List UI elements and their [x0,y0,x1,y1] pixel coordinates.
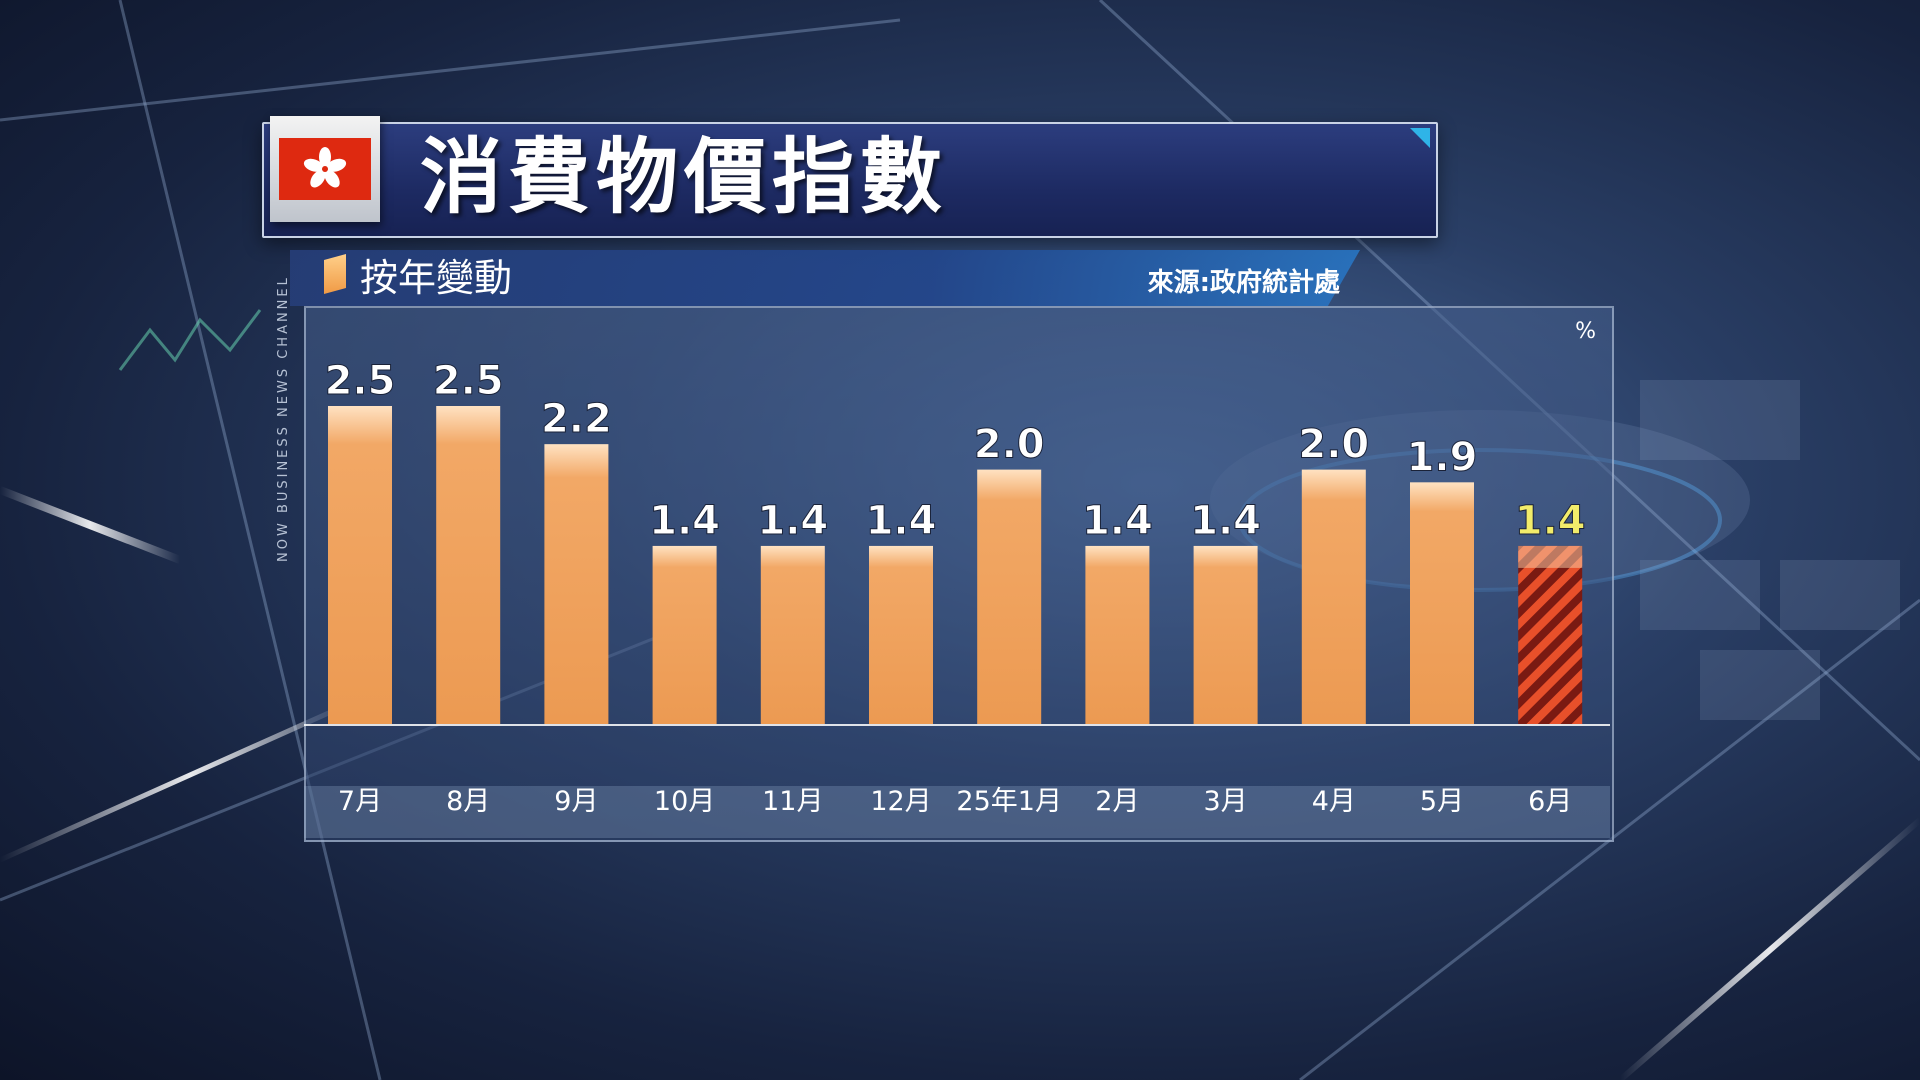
bar [1410,482,1474,724]
bar [328,406,392,724]
hong-kong-flag-icon [279,138,371,200]
category-label: 9月 [554,786,598,817]
corner-accent [1410,128,1430,148]
bar-chart: % 2.5 7月 2.5 8月 2.2 9月 1.4 10月 1.4 11月 1.4 12月 2.0 25… [304,319,1610,817]
category-label: 11月 [762,786,823,817]
bar-highlight [1518,545,1583,724]
bar [1301,469,1366,724]
category-label: 3月 [1204,786,1248,817]
data-label: 1.9 [1407,434,1478,480]
category-label: 5月 [1420,786,1464,817]
channel-watermark: NOW BUSINESS NEWS CHANNEL [276,275,291,562]
bar [869,545,933,724]
bar-highlight-sheen [1518,545,1583,568]
category-label: 12月 [870,786,931,817]
flag-frame [270,116,380,222]
source-note: 來源:政府統計處 [1147,268,1340,298]
data-label: 1.4 [1190,498,1261,544]
data-label: 1.4 [649,498,720,544]
category-label: 4月 [1312,786,1356,817]
category-label: 7月 [338,786,382,817]
category-label: 6月 [1528,786,1572,817]
bar [760,545,825,724]
chart-subtitle: 按年變動 [360,256,513,300]
axis-label-strip [304,786,1610,838]
category-label: 25年1月 [956,786,1062,817]
subtitle-bar [290,250,1360,306]
unit-label: % [1575,319,1596,344]
category-label: 8月 [446,786,490,817]
bar [544,444,609,724]
data-label: 1.4 [757,498,828,544]
bar [977,469,1042,724]
bar [436,406,501,724]
bar [652,545,717,724]
bar [1085,545,1150,724]
data-label: 2.0 [1298,422,1369,468]
data-label: 2.5 [433,358,504,404]
title-banner [262,122,1438,238]
category-label: 10月 [654,786,715,817]
data-label: 1.4 [1515,498,1586,544]
chart-panel [304,306,1614,842]
bar [1193,545,1258,724]
data-label: 2.2 [541,396,612,442]
chart-title: 消費物價指數 [420,130,949,225]
data-label: 1.4 [866,498,937,544]
data-label: 2.5 [325,358,396,404]
category-label: 2月 [1095,786,1139,817]
data-label: 1.4 [1082,498,1153,544]
data-label: 2.0 [974,422,1045,468]
subtitle-marker-icon [324,254,346,294]
